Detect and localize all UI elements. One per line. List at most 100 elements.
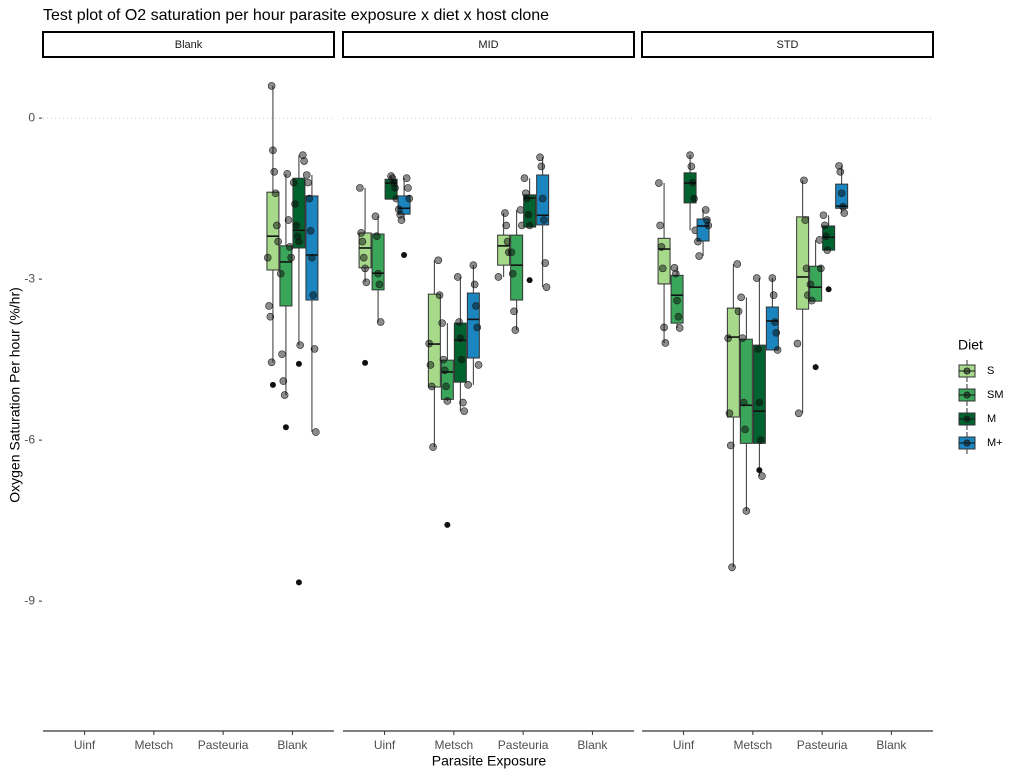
y-tick-label: -9 xyxy=(24,593,35,607)
point xyxy=(800,176,808,185)
x-tick-label: Blank xyxy=(577,738,608,752)
point xyxy=(456,334,465,342)
point xyxy=(362,278,371,287)
point xyxy=(387,172,395,180)
point xyxy=(773,346,782,354)
legend-label: M xyxy=(987,413,996,425)
point xyxy=(661,339,670,347)
point xyxy=(434,256,443,265)
point xyxy=(802,264,811,273)
point xyxy=(267,82,276,90)
box xyxy=(358,232,372,269)
point xyxy=(502,221,511,230)
point xyxy=(724,334,732,342)
point xyxy=(280,391,289,399)
point xyxy=(291,200,299,208)
point xyxy=(372,232,381,240)
legend-key-point xyxy=(963,415,971,423)
point xyxy=(728,563,736,572)
outlier xyxy=(401,251,408,258)
point xyxy=(674,312,683,321)
y-tick-label: -3 xyxy=(24,271,35,285)
point xyxy=(279,377,288,385)
box xyxy=(726,307,740,418)
strip-label: Blank xyxy=(175,39,203,51)
outlier xyxy=(756,467,763,474)
x-tick-label: Metsch xyxy=(734,738,773,752)
point xyxy=(793,339,802,348)
point xyxy=(524,210,533,219)
point xyxy=(658,264,667,273)
point xyxy=(266,312,275,321)
point xyxy=(309,291,318,300)
point xyxy=(503,237,512,246)
point xyxy=(371,212,380,221)
legend-key-point xyxy=(963,439,971,447)
x-tick-label: Uinf xyxy=(374,738,396,752)
point xyxy=(472,302,480,310)
point xyxy=(501,209,509,217)
point xyxy=(439,355,448,364)
point xyxy=(304,178,312,187)
point xyxy=(741,425,749,434)
box xyxy=(796,216,810,310)
point xyxy=(837,189,846,198)
strip-label: MID xyxy=(478,39,498,51)
point xyxy=(840,209,849,217)
point xyxy=(755,398,764,407)
point xyxy=(310,345,319,353)
point xyxy=(429,443,437,451)
point xyxy=(768,274,777,282)
x-tick-label: Uinf xyxy=(673,738,695,752)
box xyxy=(510,234,524,301)
x-tick-label: Pasteuria xyxy=(797,738,848,752)
point xyxy=(295,237,303,246)
point xyxy=(823,246,832,254)
point xyxy=(402,174,411,183)
point xyxy=(687,162,696,171)
point xyxy=(673,296,681,305)
point xyxy=(473,323,482,332)
legend-key-point xyxy=(963,367,971,375)
outlier xyxy=(269,381,276,388)
strip-label: STD xyxy=(777,39,799,51)
outlier xyxy=(362,359,369,366)
point xyxy=(271,189,280,198)
legend-label: M+ xyxy=(987,437,1003,449)
point xyxy=(494,273,503,281)
point xyxy=(388,174,397,183)
strip xyxy=(42,31,335,58)
point xyxy=(655,179,663,187)
point xyxy=(516,206,525,214)
point xyxy=(460,407,469,415)
point xyxy=(733,260,742,268)
point xyxy=(273,221,281,230)
point xyxy=(737,293,745,302)
point xyxy=(756,436,765,444)
point xyxy=(292,221,301,230)
point xyxy=(375,280,384,289)
point xyxy=(404,184,412,192)
legend-key-point xyxy=(963,391,971,399)
point xyxy=(359,253,368,262)
point xyxy=(806,280,815,289)
box xyxy=(497,234,511,266)
box xyxy=(266,191,280,271)
point xyxy=(438,319,446,327)
legend-label: SM xyxy=(987,389,1004,401)
box xyxy=(752,344,766,444)
point xyxy=(470,280,479,289)
point xyxy=(287,253,295,262)
point xyxy=(675,324,684,332)
outlier xyxy=(295,360,302,367)
box xyxy=(440,359,454,400)
x-axis-title: Parasite Exposure xyxy=(432,753,547,769)
point xyxy=(426,361,435,369)
point xyxy=(274,237,282,246)
point xyxy=(405,194,414,203)
strip xyxy=(641,31,934,58)
box xyxy=(427,293,441,388)
point xyxy=(726,441,735,450)
point xyxy=(464,381,472,389)
